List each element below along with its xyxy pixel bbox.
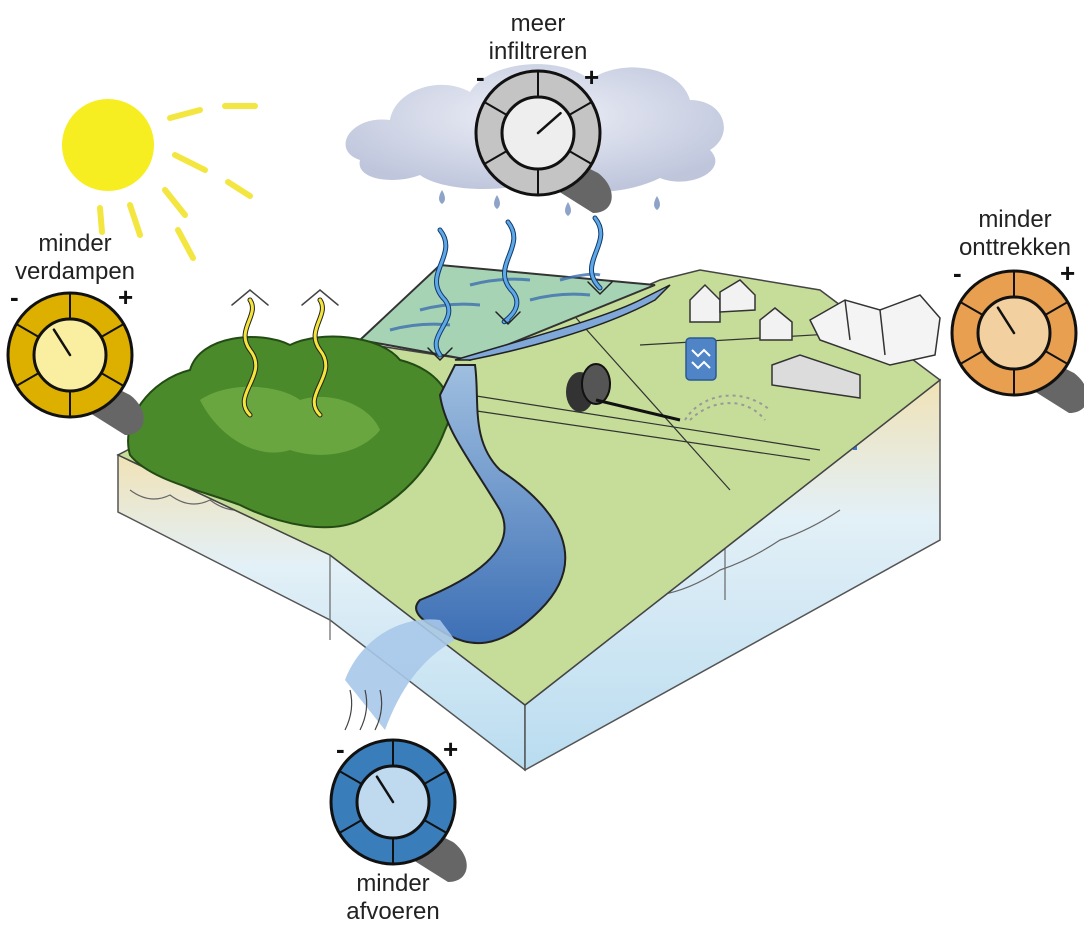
onttrekken-plus: + <box>1060 258 1076 288</box>
water-board-icon <box>685 337 717 381</box>
infiltreren-label: meer infiltreren <box>478 10 598 66</box>
afvoeren-label-line2: afvoeren <box>346 898 440 925</box>
knob-divider <box>100 372 125 387</box>
knob-divider <box>423 770 448 785</box>
knob-divider <box>959 350 984 365</box>
onttrekken-label: minder onttrekken <box>948 206 1082 262</box>
infiltreren-minus: - <box>476 62 485 92</box>
knob-needle <box>52 328 72 357</box>
verdampen-plus: + <box>118 282 134 312</box>
knob-divider <box>1044 350 1069 365</box>
knob-needle <box>536 111 562 135</box>
knob-divider <box>1044 301 1069 316</box>
knob-needle <box>375 775 395 804</box>
verdampen-minus: - <box>10 282 19 312</box>
wetland-field <box>357 263 656 362</box>
onttrekken-minus: - <box>953 258 962 288</box>
rain-drop-icon <box>439 190 660 216</box>
infiltration-arrows <box>427 215 613 362</box>
afvoeren-label-line1: minder <box>356 870 430 897</box>
afvoeren-plus: + <box>443 734 459 764</box>
knob-needle <box>996 306 1016 335</box>
verdampen-label: minder verdampen <box>10 230 140 286</box>
knob-divider <box>483 150 508 165</box>
verdampen-knob[interactable] <box>6 291 144 435</box>
river <box>344 284 671 731</box>
infiltreren-label-line2: infiltreren <box>488 38 588 65</box>
verdampen-label-line2: verdampen <box>14 258 136 285</box>
knob-divider <box>568 101 593 116</box>
onttrekken-label-line1: minder <box>978 206 1052 233</box>
evaporation-arrows <box>231 289 339 418</box>
verdampen-label-line1: minder <box>38 230 112 257</box>
greenhouse-icon <box>809 294 941 366</box>
knob-divider <box>959 301 984 316</box>
afvoeren-minus: - <box>336 734 345 764</box>
knob-divider <box>338 819 363 834</box>
knob-divider <box>15 372 40 387</box>
infiltreren-plus: + <box>584 62 600 92</box>
afvoeren-label: minder afvoeren <box>333 870 453 926</box>
knob-divider <box>100 323 125 338</box>
house-icon <box>689 279 861 399</box>
knob-divider <box>423 819 448 834</box>
afvoeren-knob[interactable] <box>329 738 467 882</box>
sun-icon <box>62 99 258 261</box>
onttrekken-label-line2: onttrekken <box>958 234 1072 261</box>
knob-divider <box>568 150 593 165</box>
knob-divider <box>15 323 40 338</box>
sprinkler-icon <box>684 394 771 421</box>
onttrekken-knob[interactable] <box>950 269 1084 413</box>
knob-divider <box>338 770 363 785</box>
knob-divider <box>483 101 508 116</box>
infiltreren-knob[interactable] <box>474 69 612 213</box>
infiltreren-label-line1: meer <box>510 10 566 37</box>
pump-icon <box>566 363 681 422</box>
